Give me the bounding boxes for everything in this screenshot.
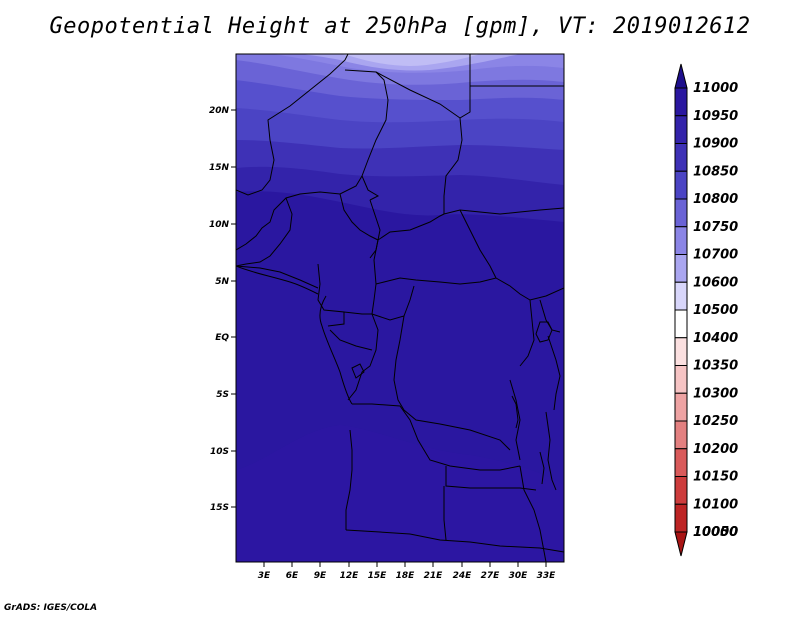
colorbar-swatch-top <box>674 63 688 89</box>
lat-tick-label: 5N <box>215 277 229 287</box>
band-10500 <box>340 54 480 66</box>
contour-bands <box>236 54 564 562</box>
colorbar-label: 10400 <box>693 331 738 346</box>
lon-tick-label: 18E <box>396 571 416 581</box>
colorbar-label: 10000 <box>693 525 738 540</box>
colorbar-swatch <box>674 448 688 477</box>
map-frame <box>235 53 565 563</box>
colorbar-label: 10800 <box>693 192 738 207</box>
lon-tick-label: 3E <box>258 571 271 581</box>
colorbar-label: 10250 <box>693 414 738 429</box>
colorbar-label: 10200 <box>693 442 738 457</box>
lon-tick-label: 21E <box>424 571 444 581</box>
colorbar-swatch <box>674 420 688 450</box>
colorbar-swatch <box>674 337 688 366</box>
colorbar-swatch <box>674 309 688 339</box>
lon-tick-label: 30E <box>509 571 529 581</box>
lon-tick-label: 24E <box>453 571 473 581</box>
lon-axis <box>263 562 547 567</box>
grads-credit: GrADS: IGES/COLA <box>4 603 98 613</box>
colorbar-swatch <box>674 365 688 394</box>
colorbar-swatch <box>674 226 688 255</box>
colorbar-swatch <box>674 503 688 533</box>
colorbar: 11000 10950 10900 10850 10800 10750 10700 10600… <box>674 63 738 557</box>
colorbar-swatch <box>674 170 688 200</box>
lat-tick-label: 5S <box>216 390 229 400</box>
country-borders <box>236 54 564 562</box>
lat-tick-label: 20N <box>209 106 230 116</box>
lon-tick-label: 27E <box>481 571 501 581</box>
lat-tick-label: 10N <box>209 220 230 230</box>
colorbar-label: 10500 <box>693 303 738 318</box>
lat-tick-label: 15S <box>210 503 229 513</box>
colorbar-swatch <box>674 281 688 311</box>
lon-tick-label: 6E <box>286 571 299 581</box>
colorbar-label: 10150 <box>693 470 738 485</box>
colorbar-label: 10600 <box>693 275 738 290</box>
lon-tick-label: 12E <box>340 571 360 581</box>
colorbar-label: 10300 <box>693 386 738 401</box>
lat-axis <box>231 109 236 508</box>
colorbar-label: 10350 <box>693 359 738 374</box>
lon-tick-labels: 3E 6E 9E 12E 15E 18E 21E 24E 27E 30E 33E <box>258 571 556 581</box>
colorbar-swatch <box>674 254 688 283</box>
colorbar-swatch <box>674 143 688 172</box>
colorbar-label: 10900 <box>693 137 738 152</box>
lon-tick-label: 9E <box>314 571 327 581</box>
colorbar-swatch <box>674 476 688 505</box>
lat-tick-label: 10S <box>210 447 229 457</box>
colorbar-swatch <box>674 115 688 144</box>
lat-tick-label: EQ <box>215 333 229 343</box>
colorbar-label: 11000 <box>693 81 738 96</box>
colorbar-label: 10750 <box>693 220 738 235</box>
lon-tick-label: 15E <box>368 571 388 581</box>
lat-tick-label: 15N <box>209 163 230 173</box>
lakes <box>351 321 553 485</box>
colorbar-label: 10100 <box>693 497 738 512</box>
map-title: Geopotential Height at 250hPa [gpm], VT:… <box>49 14 751 39</box>
colorbar-label: 10050 <box>693 525 738 540</box>
colorbar-label: 10850 <box>693 164 738 179</box>
colorbar-swatch <box>674 87 688 117</box>
colorbar-swatch-bottom <box>674 531 688 557</box>
colorbar-swatch <box>674 392 688 422</box>
colorbar-label: 10700 <box>693 248 738 263</box>
colorbar-swatch <box>674 198 688 228</box>
lat-tick-labels: 20N 15N 10N 5N EQ 5S 10S 15S <box>209 106 230 513</box>
colorbar-label: 10950 <box>693 109 738 124</box>
lon-tick-label: 33E <box>537 571 557 581</box>
band-south-low <box>236 425 564 562</box>
